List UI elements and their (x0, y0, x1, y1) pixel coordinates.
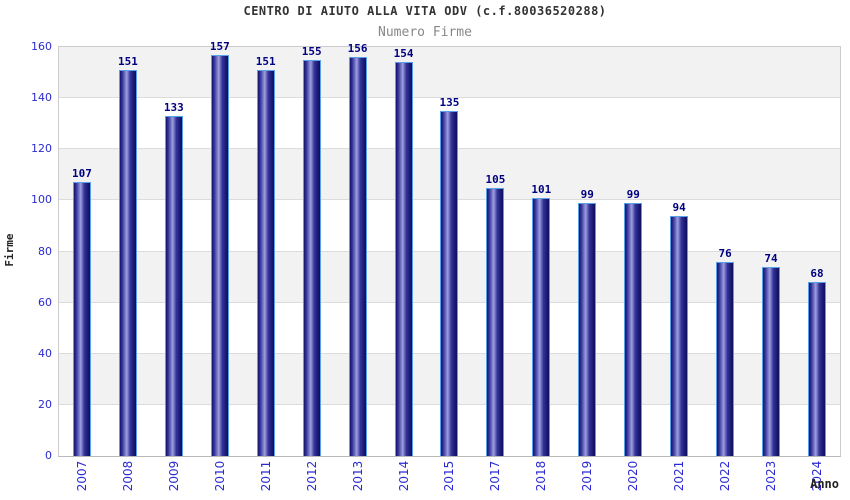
bar-slot: 68 2024 (794, 47, 840, 491)
bar-value-label: 68 (810, 267, 824, 281)
bar-value-label: 74 (764, 251, 778, 265)
bar-value-label: 76 (718, 246, 732, 260)
bar-value-label: 99 (580, 187, 594, 201)
x-tick-label: 2015 (442, 460, 457, 492)
bar: 157 (210, 40, 230, 456)
bar-slot: 135 2015 (427, 47, 473, 491)
bar-slot: 133 2009 (151, 47, 197, 491)
x-axis-title: Anno (810, 477, 839, 491)
bar-slot: 94 2021 (656, 47, 702, 491)
bar-value-label: 135 (439, 95, 460, 109)
bar: 68 (807, 267, 826, 456)
bar-slot: 76 2022 (702, 47, 748, 491)
y-tick-label: 0 (45, 449, 52, 462)
bar-value-label: 155 (301, 44, 322, 58)
x-tick-label: 2011 (258, 460, 273, 492)
bar: 135 (440, 96, 459, 456)
chart-subtitle: Numero Firme (378, 25, 472, 40)
bar-slot: 151 2008 (105, 47, 151, 491)
x-tick-label: 2022 (718, 460, 733, 492)
bar-value-label: 105 (485, 172, 506, 186)
bar-value-label: 94 (672, 200, 686, 214)
bar: 94 (670, 201, 689, 456)
bar-value-label: 151 (117, 55, 138, 69)
chart-title: CENTRO DI AIUTO ALLA VITA ODV (c.f.80036… (243, 4, 607, 18)
bar: 133 (164, 101, 184, 456)
bar: 151 (256, 55, 276, 456)
x-tick-label: 2010 (212, 460, 227, 492)
bar: 101 (531, 183, 551, 456)
y-tick-label: 80 (38, 244, 52, 258)
bars-layer: 107 2007 151 2008 133 2009 157 2010 151 2011 155 20… (59, 40, 840, 492)
bar-slot: 151 2011 (243, 47, 289, 491)
x-tick-label: 2020 (626, 460, 641, 492)
bar-slot: 157 2010 (197, 40, 243, 492)
bar-value-label: 154 (393, 47, 414, 61)
bar-value-label: 107 (72, 167, 92, 181)
x-tick-label: 2017 (488, 460, 503, 492)
bar: 155 (302, 45, 322, 456)
bar-slot: 156 2013 (335, 42, 381, 491)
x-tick-label: 2007 (74, 460, 89, 492)
y-tick-label: 60 (38, 295, 52, 309)
bar-slot: 105 2017 (472, 47, 518, 492)
bar: 107 (72, 167, 92, 456)
y-tick-label: 100 (31, 193, 52, 207)
bar-slot: 155 2012 (289, 45, 335, 492)
bar-value-label: 101 (531, 182, 552, 196)
plot-area: 107 2007 151 2008 133 2009 157 2010 151 2011 155 20… (31, 40, 841, 492)
bar: 105 (485, 173, 505, 456)
x-tick-label: 2019 (580, 460, 595, 492)
plot-band (59, 47, 840, 99)
bar-value-label: 157 (209, 39, 230, 53)
x-tick-label: 2012 (304, 460, 319, 492)
x-tick-label: 2008 (120, 460, 135, 492)
bar-slot: 99 2019 (564, 47, 610, 491)
y-axis-title: Firme (3, 233, 16, 267)
bar-value-label: 151 (255, 55, 276, 69)
y-tick-label: 120 (31, 142, 52, 156)
bar-slot: 107 2007 (59, 47, 105, 491)
bar: 151 (118, 55, 138, 456)
bar: 154 (394, 47, 413, 456)
bar: 74 (762, 252, 781, 456)
y-tick-label: 40 (38, 346, 52, 360)
bar-value-label: 156 (347, 42, 368, 56)
x-tick-label: 2023 (764, 460, 779, 492)
bar: 76 (716, 247, 735, 456)
y-tick-label: 140 (31, 91, 52, 105)
y-tick-label: 160 (31, 40, 52, 53)
gridline (59, 97, 840, 99)
bar-value-label: 99 (626, 187, 640, 201)
x-tick-label: 2009 (166, 460, 181, 492)
bar: 99 (624, 188, 643, 456)
bar: 99 (578, 188, 597, 456)
x-tick-label: 2013 (350, 460, 365, 492)
x-tick-label: 2018 (534, 460, 549, 492)
x-tick-label: 2014 (396, 460, 411, 492)
y-tick-label: 20 (38, 397, 52, 411)
bar: 156 (348, 42, 368, 456)
bar-slot: 74 2023 (748, 47, 794, 491)
bar-value-label: 133 (163, 101, 184, 115)
bar-slot: 101 2018 (518, 47, 564, 491)
bar-slot: 154 2014 (381, 47, 427, 491)
bar-slot: 99 2020 (610, 47, 656, 491)
x-tick-label: 2021 (672, 460, 687, 492)
